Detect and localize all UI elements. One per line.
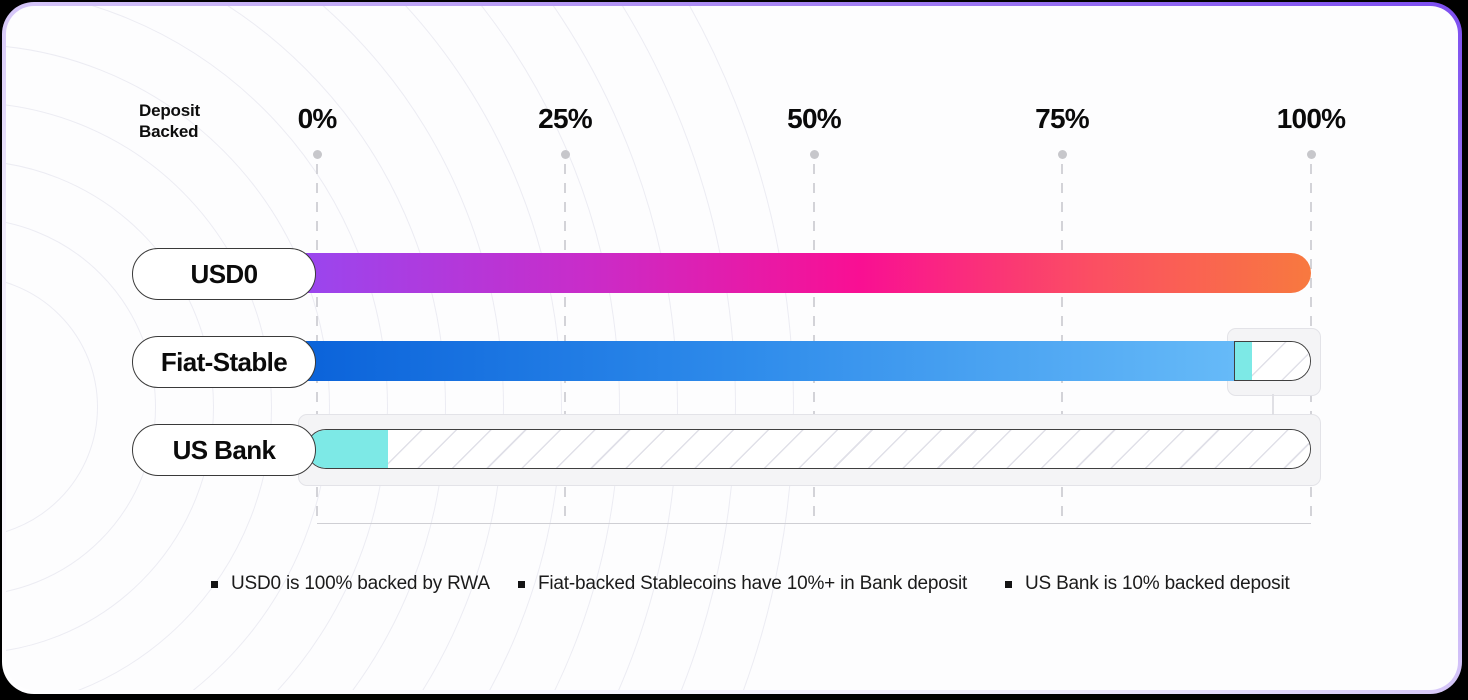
tick-dot <box>1307 150 1316 159</box>
row-label-fiat-stable: Fiat-Stable <box>160 346 288 377</box>
bar-segment-gradient-blue <box>306 341 1235 381</box>
tick-label-75: 75% <box>1035 103 1089 134</box>
tick-label-0: 0% <box>297 103 338 134</box>
legend-bullet-icon <box>211 580 218 588</box>
bar-capsule-outline <box>1234 341 1311 381</box>
legend-bullet-icon <box>1005 580 1012 588</box>
legend-item-usd0: USD0 is 100% backed by RWA <box>211 572 490 596</box>
tick-label-50: 50% <box>787 103 841 134</box>
highlight-connector-line <box>1272 394 1274 415</box>
tick-dot <box>810 150 819 159</box>
axis-caption: Deposit Backed <box>139 100 200 142</box>
background-arc <box>6 276 98 538</box>
row-label-pill-usd0: USD0 <box>132 248 316 300</box>
bar-fiat-stable <box>306 341 1312 381</box>
row-label-usd0: USD0 <box>190 258 259 289</box>
axis-caption-line2: Backed <box>139 122 199 141</box>
row-label-us-bank: US Bank <box>172 434 276 465</box>
legend-bullet-icon <box>518 580 525 588</box>
legend-item-us-bank: US Bank is 10% backed deposit <box>1005 572 1290 596</box>
axis-caption-line1: Deposit <box>139 101 200 120</box>
row-label-pill-fiat-stable: Fiat-Stable <box>132 336 316 388</box>
background-arc <box>6 102 272 690</box>
bar-usd0 <box>306 253 1312 293</box>
tick-label-25: 25% <box>538 103 592 134</box>
legend-item-fiat: Fiat-backed Stablecoins have 10%+ in Ban… <box>518 572 967 596</box>
bar-segment-hatched <box>1252 342 1310 380</box>
bar-segment-hatched <box>387 430 1310 468</box>
legend-text: US Bank is 10% backed deposit <box>1025 573 1290 594</box>
tick-dot <box>313 150 322 159</box>
legend-text: Fiat-backed Stablecoins have 10%+ in Ban… <box>538 573 968 594</box>
bar-capsule-outline <box>306 429 1311 469</box>
bar-segment-cyan <box>307 430 388 468</box>
bar-segment-gradient-magenta <box>306 253 1311 293</box>
background-arc <box>6 160 214 654</box>
row-label-pill-us-bank: US Bank <box>132 424 316 476</box>
legend-text: USD0 is 100% backed by RWA <box>231 573 490 594</box>
tick-dot <box>1058 150 1067 159</box>
bar-us-bank <box>306 429 1312 469</box>
axis-baseline <box>317 523 1311 524</box>
tick-label-100: 100% <box>1276 103 1346 134</box>
tick-dot <box>561 150 570 159</box>
bar-segment-cyan <box>1235 342 1253 380</box>
chart-card: Deposit Backed 0% 25% 50% 75% 100% USD0 … <box>6 6 1458 690</box>
